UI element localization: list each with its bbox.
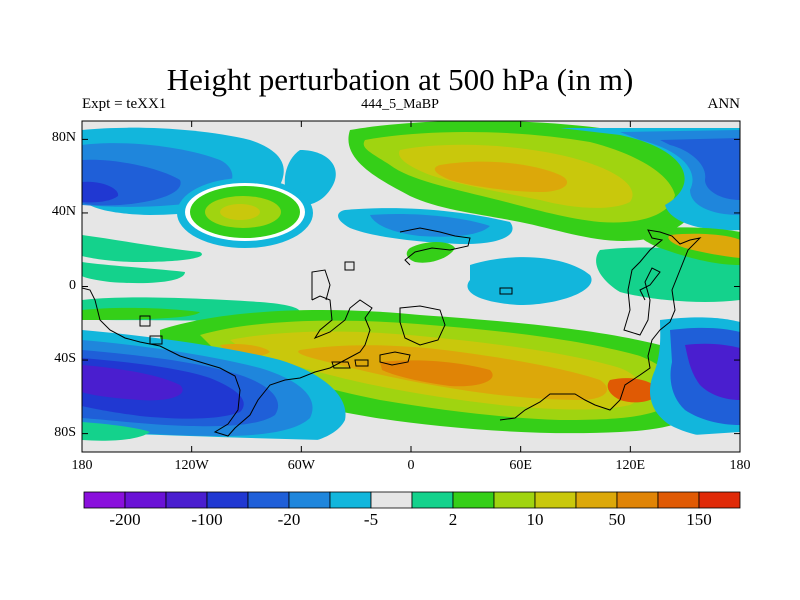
lon-tick-label: 120E (615, 458, 646, 473)
lon-tick-label: 0 (407, 458, 415, 473)
colorbar-swatch (493, 491, 536, 509)
colorbar-label: -100 (191, 510, 223, 529)
lat-tick-label: 40N (51, 203, 76, 219)
colorbar-swatch (83, 491, 126, 509)
colorbar-swatch (452, 491, 495, 509)
lon-tick-label: 60W (287, 458, 315, 473)
colorbar-label: 2 (448, 510, 458, 529)
colorbar (83, 491, 741, 509)
colorbar-label: 150 (686, 510, 712, 529)
colorbar-swatch (616, 491, 659, 509)
colorbar-swatch (329, 491, 372, 509)
axis-ticks (81, 121, 741, 452)
lon-tick-label: 120W (174, 458, 209, 473)
colorbar-swatch (575, 491, 618, 509)
lat-tick-label: 0 (69, 277, 76, 293)
colorbar-swatch (206, 491, 249, 509)
period-label: ANN (707, 96, 741, 112)
colorbar-swatch (657, 491, 700, 509)
experiment-label: Expt = teXX1 (82, 96, 167, 112)
map-title: Height perturbation at 500 hPa (in m) (166, 62, 634, 97)
colorbar-swatch (288, 491, 331, 509)
colorbar-swatch (698, 491, 741, 509)
colorbar-swatch (534, 491, 577, 509)
lat-tick-label: 80N (51, 130, 76, 146)
colorbar-label: 50 (608, 510, 626, 529)
contour-field (82, 121, 740, 452)
colorbar-swatch (247, 491, 290, 509)
colorbar-label: -5 (363, 510, 379, 529)
lat-tick-label: 40S (54, 351, 76, 367)
case-label: 444_5_MaBP (361, 97, 439, 112)
lon-tick-label: 180 (71, 458, 93, 473)
lat-tick-label: 80S (54, 424, 76, 440)
colorbar-swatch (411, 491, 454, 509)
colorbar-swatch (124, 491, 167, 509)
colorbar-swatch (165, 491, 208, 509)
lon-tick-label: 60E (509, 458, 532, 473)
colorbar-swatch (370, 491, 413, 509)
coastlines (82, 227, 702, 437)
colorbar-label: -20 (277, 510, 301, 529)
colorbar-label: -200 (109, 510, 141, 529)
colorbar-label: 10 (526, 510, 544, 529)
lon-tick-label: 180 (729, 458, 751, 473)
